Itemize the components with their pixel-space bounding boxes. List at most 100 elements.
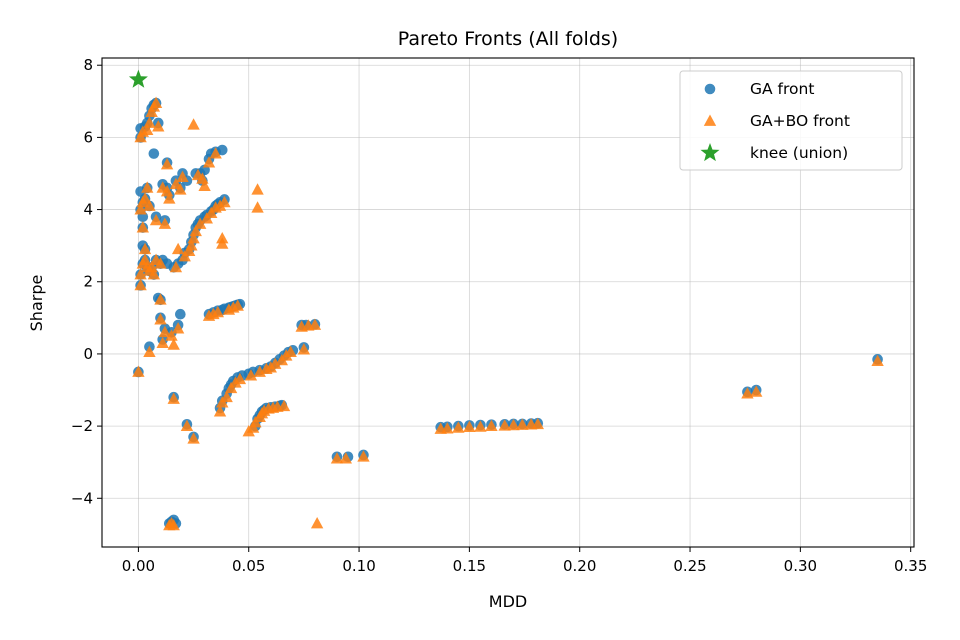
x-tick-label: 0.05 (232, 557, 265, 575)
ga-bo-front-point (189, 224, 202, 237)
ga-bo-front-point (174, 183, 187, 195)
series-2 (128, 69, 148, 88)
y-tick-label: −4 (71, 489, 93, 507)
ga-bo-front-point (156, 336, 169, 348)
legend-label-ga-front: GA front (750, 80, 814, 98)
ga-bo-front-point (171, 242, 185, 255)
ga-bo-front-point (330, 452, 344, 464)
ga-bo-front-point (269, 357, 282, 369)
legend-marker-ga-front (704, 83, 716, 95)
ga-bo-front-point (516, 418, 529, 430)
ga-bo-front-point (297, 343, 311, 355)
ga-bo-front-point (308, 318, 322, 330)
ga-bo-front-point (136, 221, 149, 233)
ga-bo-front-point (132, 365, 145, 377)
knee-point (128, 69, 148, 88)
ga-bo-front-point (152, 120, 165, 132)
ga-bo-front-point (213, 405, 227, 417)
x-tick-label: 0.20 (563, 557, 596, 575)
ga-front-point (148, 148, 160, 159)
y-tick-label: 6 (83, 128, 93, 146)
ga-bo-front-point (233, 372, 247, 385)
ga-bo-front-point (171, 322, 185, 334)
ga-bo-front-point (194, 217, 207, 229)
x-tick-label: 0.35 (894, 557, 927, 575)
ga-bo-front-point (218, 195, 231, 208)
ga-bo-front-point (180, 419, 194, 431)
ga-front-point (216, 144, 228, 156)
y-axis-title: Sharpe (27, 275, 46, 332)
ga-bo-front-point (143, 199, 156, 211)
ga-bo-front-point (474, 420, 487, 432)
ga-bo-front-point (154, 313, 167, 325)
ga-bo-front-point (198, 179, 211, 191)
axis-ticks: 0.00 0.05 0.10 0.15 0.20 0.25 0.30 0.35 −4 −2 0 2 4 6… (71, 56, 928, 575)
ga-bo-front-point (134, 203, 147, 215)
ga-bo-front-point (134, 268, 147, 280)
ga-bo-front-point (871, 354, 884, 367)
x-tick-label: 0.10 (342, 557, 375, 575)
x-axis-title: MDD (489, 592, 527, 611)
ga-bo-front-point (160, 157, 174, 170)
ga-bo-front-point (220, 390, 233, 403)
ga-bo-front-point (441, 422, 454, 434)
ga-bo-front-point (160, 185, 174, 197)
ga-bo-front-point (284, 345, 297, 357)
x-tick-label: 0.15 (453, 557, 486, 575)
ga-bo-front-point (741, 387, 754, 399)
ga-bo-front-point (176, 170, 189, 182)
ga-bo-front-point (463, 420, 476, 433)
ga-bo-front-point (134, 278, 147, 291)
ga-bo-front-point (169, 260, 183, 273)
ga-bo-front-point (167, 392, 180, 404)
x-tick-label: 0.25 (673, 557, 706, 575)
ga-bo-front-point (143, 345, 156, 357)
ga-bo-front-point (339, 452, 352, 464)
y-tick-label: 4 (83, 201, 93, 219)
y-tick-label: 0 (83, 345, 93, 363)
x-tick-label: 0.00 (122, 557, 155, 575)
x-tick-label: 0.30 (784, 557, 817, 575)
ga-bo-front-point (498, 419, 511, 431)
ga-bo-front-point (485, 419, 498, 431)
ga-bo-front-point (147, 268, 161, 280)
ga-bo-front-point (138, 253, 152, 265)
ga-bo-front-point (167, 338, 180, 350)
ga-bo-front-point (149, 96, 163, 108)
ga-bo-front-point (149, 213, 163, 226)
ga-bo-front-point (145, 260, 158, 273)
ga-bo-front-point (187, 432, 200, 444)
ga-bo-front-point (158, 217, 172, 229)
legend-label-knee-union: knee (union) (750, 144, 848, 162)
legend: GA front GA+BO front knee (union) (679, 70, 903, 171)
legend-marker-ga-bo-front (703, 114, 717, 126)
ga-bo-front-point (138, 242, 152, 255)
ga-bo-front-point (251, 183, 264, 195)
ga-bo-front-point (202, 156, 216, 168)
chart-title: Pareto Fronts (All folds) (398, 28, 618, 50)
y-tick-label: 2 (83, 273, 93, 291)
ga-bo-front-point (357, 450, 370, 462)
ga-bo-front-point (185, 239, 198, 251)
ga-bo-front-point (167, 518, 180, 531)
ga-bo-front-point (154, 293, 167, 305)
y-tick-label: 8 (83, 56, 93, 74)
legend-markers (700, 83, 720, 162)
ga-bo-front-point (209, 147, 222, 159)
data-points (128, 69, 884, 531)
plot-frame (101, 57, 915, 548)
ga-bo-front-point (244, 369, 258, 381)
ga-bo-front-point (251, 201, 264, 213)
legend-label-ga-bo-front: GA+BO front (750, 112, 850, 130)
ga-bo-front-point (211, 305, 225, 318)
ga-bo-front-point (452, 421, 465, 433)
ga-bo-front-point (138, 192, 152, 204)
ga-bo-front-point (187, 231, 200, 244)
ga-bo-front-point (165, 329, 178, 341)
y-tick-label: −2 (71, 417, 93, 435)
ga-front-point (175, 308, 186, 320)
ga-bo-front-point (750, 385, 763, 397)
ga-bo-front-point (158, 325, 172, 338)
ga-bo-front-point (196, 172, 209, 184)
